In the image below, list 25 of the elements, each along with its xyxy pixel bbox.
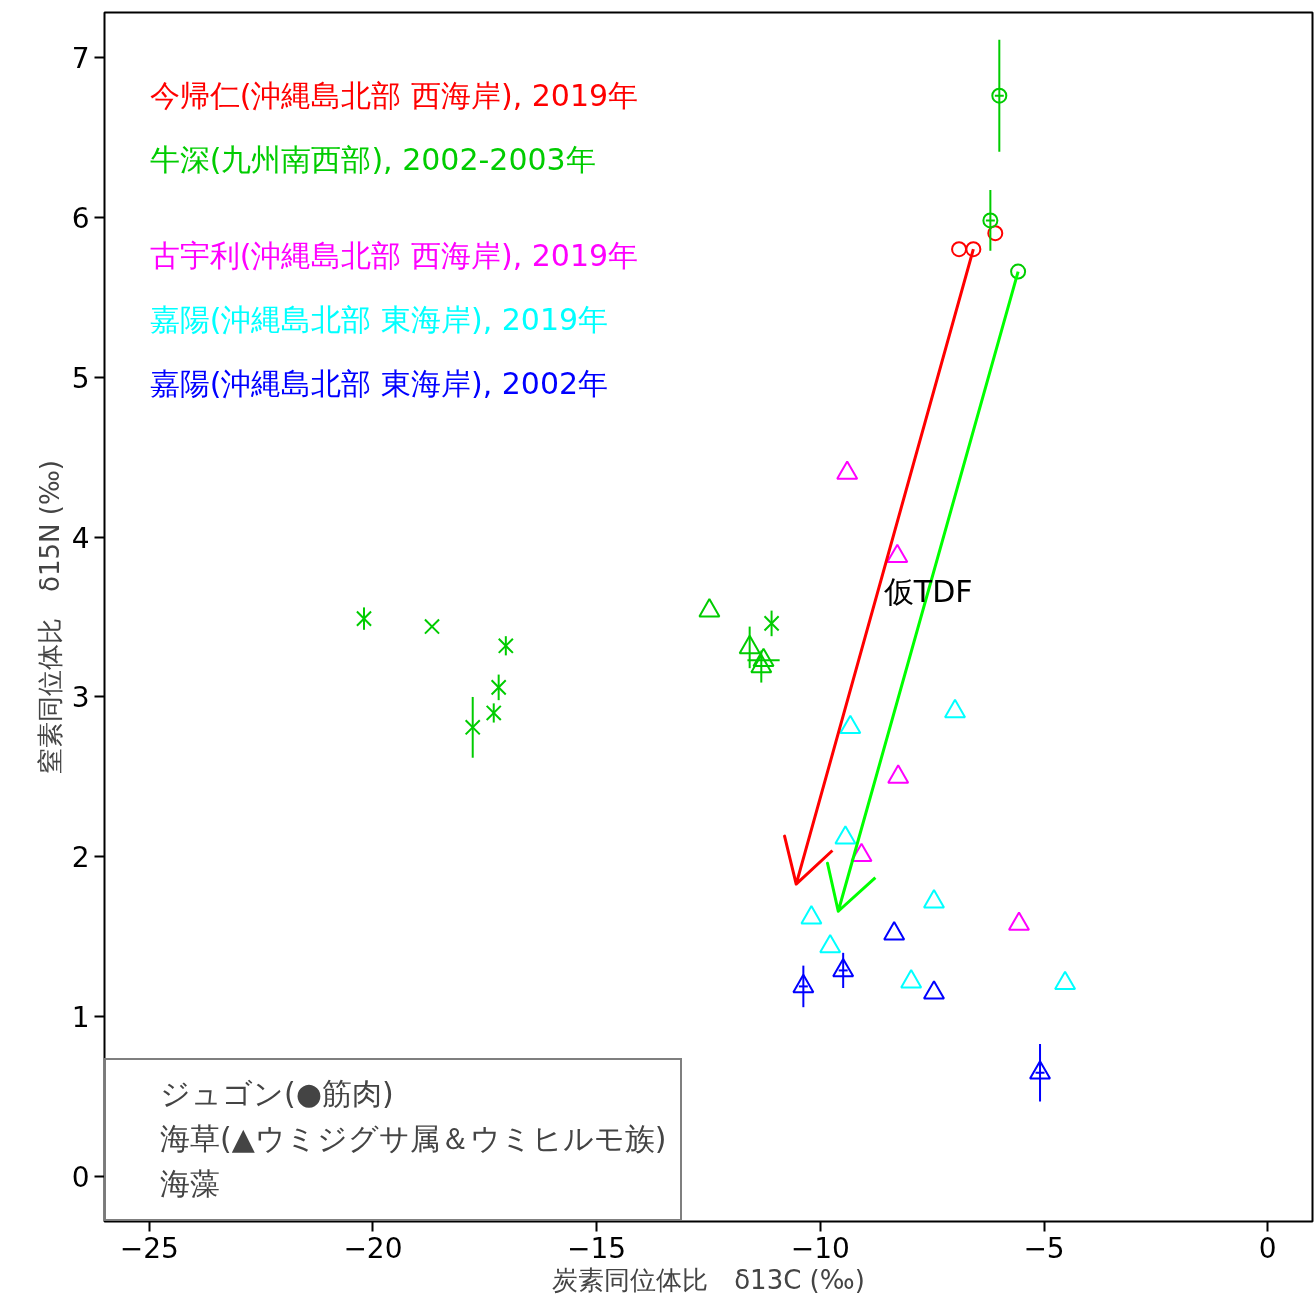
y-tick-label: 6	[71, 201, 90, 235]
x-tick-label: −5	[1023, 1231, 1065, 1265]
y-tick-label: 0	[71, 1161, 90, 1195]
x-tick-label: −15	[567, 1231, 627, 1265]
y-tick-label: 3	[71, 681, 90, 715]
y-tick-label: 2	[71, 841, 90, 875]
y-tick-label: 5	[71, 361, 90, 395]
x-tick-label: −25	[119, 1231, 179, 1265]
y-tick-label: 1	[71, 1001, 90, 1035]
text: 古宇利(沖縄島北部 西海岸), 2019年	[149, 238, 639, 274]
y-axis-title: 窒素同位体比 δ15N (‰)	[34, 460, 65, 774]
text: 今帰仁(沖縄島北部 西海岸), 2019年	[149, 78, 639, 114]
x-tick-label: −10	[790, 1231, 850, 1265]
x-tick-label: 0	[1258, 1231, 1277, 1265]
y-tick-label: 4	[71, 521, 90, 555]
annotation: ジュゴン(●筋肉)	[160, 1075, 394, 1113]
text: 嘉陽(沖縄島北部 東海岸), 2019年	[149, 302, 609, 338]
line-series	[826, 270, 1020, 913]
text: 牛深(九州南西部), 2002-2003年	[149, 142, 596, 178]
text: 嘉陽(沖縄島北部 東海岸), 2002年	[149, 366, 609, 402]
annotation: 海藻	[160, 1165, 220, 1203]
y-tick-label: 7	[71, 41, 90, 75]
x-axis-title: 炭素同位体比 δ13C (‰)	[552, 1264, 865, 1295]
x-tick-label: −20	[343, 1231, 403, 1265]
annotation: 海草(▲ウミジグサ属＆ウミヒルモ族)	[160, 1120, 667, 1158]
